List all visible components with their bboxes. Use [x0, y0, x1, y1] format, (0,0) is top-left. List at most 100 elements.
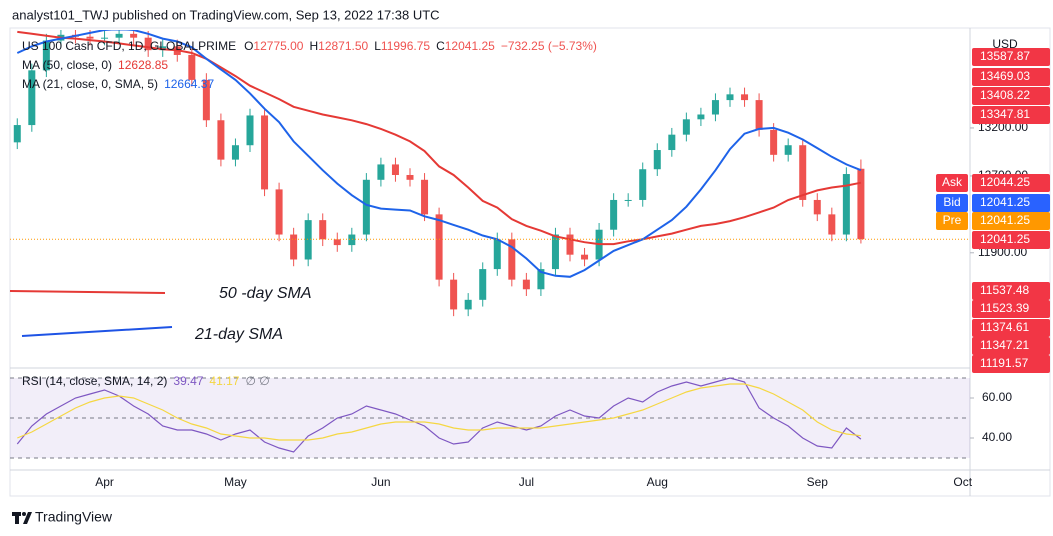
- price-label: 11537.48: [980, 283, 1029, 297]
- ma-line: [17, 30, 862, 246]
- price-label-tag: Pre: [943, 213, 962, 227]
- price-label-bg: [972, 106, 1050, 124]
- candle-body: [857, 168, 865, 240]
- ohlc-key: C: [436, 39, 445, 53]
- candle-body: [362, 179, 370, 235]
- legend: US 100 Cash CFD, 1D, GLOBALPRIME O12775.0…: [22, 39, 597, 53]
- price-label-tag: Ask: [942, 175, 963, 189]
- candle-body: [231, 145, 239, 160]
- candle-body: [624, 199, 632, 201]
- rsi-value: 41.17: [209, 374, 239, 388]
- x-tick-label: Jul: [519, 475, 534, 489]
- price-label-bg: [972, 231, 1050, 249]
- price-label: 11523.39: [980, 301, 1029, 315]
- rsi-legend: RSI (14, close, SMA, 14, 2) 39.47 41.17 ∅ ∅: [22, 374, 270, 388]
- candle-body: [406, 174, 414, 180]
- rsi-line: [16, 377, 862, 453]
- annotation: 21-day SMA: [194, 326, 283, 343]
- change: −732.25 (−5.73%): [501, 39, 597, 53]
- candle-body: [202, 79, 210, 121]
- price-label-bg: [972, 48, 1050, 66]
- ma-line: [16, 30, 862, 278]
- candle-body: [566, 234, 574, 255]
- symbol: US 100 Cash CFD, 1D, GLOBALPRIME: [22, 39, 236, 53]
- candle-body: [682, 119, 690, 135]
- price-label-tag-bg: [936, 212, 968, 230]
- candle-body: [842, 174, 850, 235]
- price-label-tag-bg: [936, 174, 968, 192]
- price-label-bg: [972, 282, 1050, 300]
- candle-body: [581, 254, 589, 260]
- rsi-name: RSI (14, close, SMA, 14, 2): [22, 374, 167, 388]
- ohlc-value: 12871.50: [318, 39, 368, 53]
- candle-body: [435, 214, 443, 280]
- rsi-extra: ∅ ∅: [245, 374, 269, 388]
- annotation-line-red: [9, 290, 166, 294]
- brand: TradingView: [35, 509, 113, 525]
- annotation: 50 -day SMA: [219, 285, 311, 302]
- candle-body: [290, 234, 298, 260]
- candle-body: [813, 199, 821, 215]
- rsi-panel: [10, 377, 970, 459]
- candle-body: [377, 164, 385, 180]
- price-panel: [10, 30, 970, 317]
- candle-body: [28, 70, 36, 126]
- ohlc-value: 11996.75: [381, 39, 430, 53]
- candle-body: [217, 120, 225, 160]
- price-label: 13408.22: [980, 88, 1030, 102]
- candle-body: [261, 115, 269, 190]
- price-label-bg: [972, 319, 1050, 337]
- candle-body: [319, 220, 327, 240]
- price-label-bg: [972, 68, 1050, 86]
- candle-body: [799, 145, 807, 200]
- price-label: 13587.87: [980, 49, 1030, 63]
- price-label-bg: [972, 194, 1050, 212]
- price-label: 12044.25: [980, 175, 1030, 189]
- price-label: 11347.21: [980, 338, 1029, 352]
- price-label-bg: [972, 212, 1050, 230]
- rsi-tick-label: 60.00: [982, 390, 1012, 404]
- overlay: 13200.0012700.0011900.0013587.8713469.03…: [22, 39, 1050, 489]
- ma-name: MA (50, close, 0): [22, 58, 112, 72]
- price-label-tag: Bid: [943, 195, 960, 209]
- price-label-bg: [972, 87, 1050, 105]
- ohlc-key: H: [309, 39, 318, 53]
- published-line: analyst101_TWJ published on TradingView.…: [12, 7, 440, 22]
- x-tick-label: Sep: [807, 475, 829, 489]
- ohlc-value: 12775.00: [253, 39, 303, 53]
- ma-value: 12664.37: [164, 77, 214, 91]
- logo-part: [15, 512, 19, 524]
- logo-part: [22, 512, 26, 516]
- candle-body: [464, 299, 472, 310]
- ohlc-key: O: [244, 39, 253, 53]
- candle-body: [610, 199, 618, 230]
- candle-body: [755, 100, 763, 130]
- price-label-tag-bg: [936, 194, 968, 212]
- candle-body: [726, 94, 734, 101]
- candle-body: [697, 114, 705, 120]
- ma-value: 12628.85: [118, 58, 168, 72]
- logo-part: [23, 512, 32, 524]
- price-label-bg: [972, 300, 1050, 318]
- price-label-bg: [972, 355, 1050, 373]
- candle-body: [551, 234, 559, 270]
- candle-body: [13, 125, 21, 143]
- candle-body: [828, 214, 836, 235]
- candle-body: [653, 150, 661, 170]
- brand-logo: [12, 512, 32, 524]
- x-tick-label: Apr: [95, 475, 114, 489]
- candle-body: [144, 37, 152, 51]
- candle-body: [42, 40, 50, 71]
- candle-body: [86, 36, 94, 39]
- x-tick-label: Aug: [647, 475, 668, 489]
- candle-body: [493, 239, 501, 270]
- ohlc-key: L: [374, 39, 381, 53]
- rsi-value: 39.47: [173, 374, 203, 388]
- candle-body: [333, 239, 341, 246]
- candle-body: [421, 179, 429, 215]
- ohlc-value: 12041.25: [445, 39, 495, 53]
- x-tick-label: Oct: [953, 475, 972, 489]
- candle-body: [508, 239, 516, 280]
- price-label: 12041.25: [980, 195, 1030, 209]
